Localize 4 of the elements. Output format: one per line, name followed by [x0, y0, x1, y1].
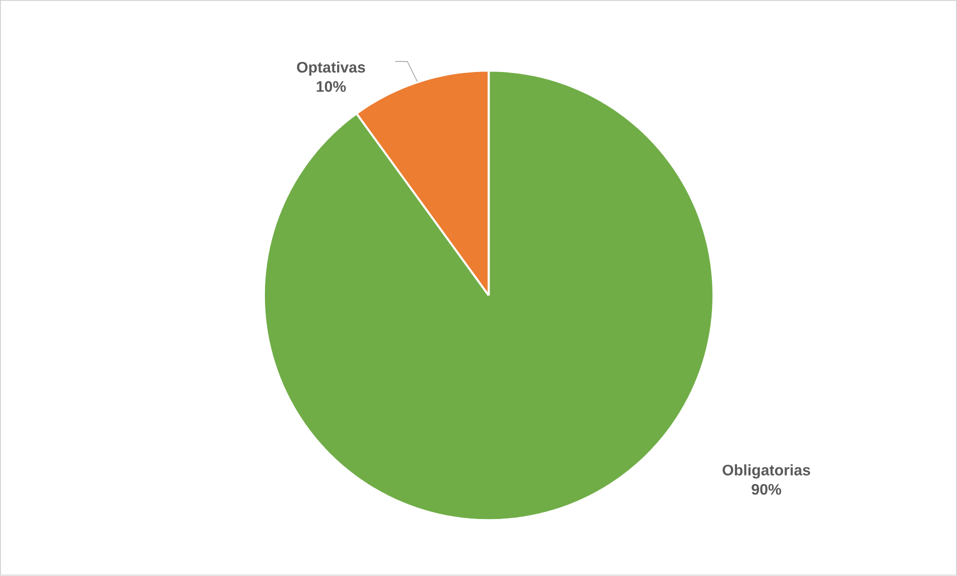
slice-label: Obligatorias [722, 464, 810, 479]
data-label: 10% [316, 81, 346, 92]
slice-label: Optativas [296, 62, 366, 76]
data-label: 90% [752, 484, 782, 495]
